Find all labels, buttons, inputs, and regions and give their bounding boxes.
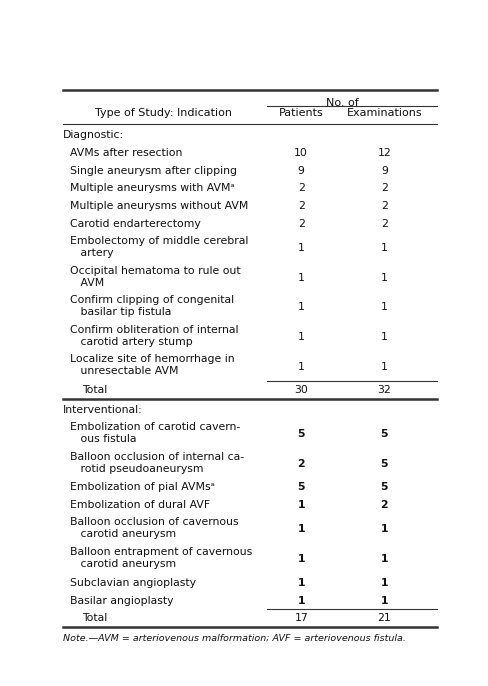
Text: 30: 30 bbox=[294, 386, 308, 395]
Text: 1: 1 bbox=[381, 554, 388, 564]
Text: Diagnostic:: Diagnostic: bbox=[63, 130, 124, 140]
Text: Patients: Patients bbox=[279, 108, 324, 118]
Text: Embolectomy of middle cerebral
   artery: Embolectomy of middle cerebral artery bbox=[70, 236, 249, 258]
Text: Confirm obliteration of internal
   carotid artery stump: Confirm obliteration of internal carotid… bbox=[70, 324, 239, 346]
Text: Total: Total bbox=[82, 613, 107, 624]
Text: 5: 5 bbox=[381, 429, 388, 439]
Text: 21: 21 bbox=[378, 613, 391, 624]
Text: Note.—AVM = arteriovenous malformation; AVF = arteriovenous fistula.: Note.—AVM = arteriovenous malformation; … bbox=[63, 634, 406, 643]
Text: 1: 1 bbox=[381, 362, 388, 372]
Text: Interventional:: Interventional: bbox=[63, 405, 142, 415]
Text: Single aneurysm after clipping: Single aneurysm after clipping bbox=[70, 165, 238, 176]
Text: 10: 10 bbox=[294, 147, 308, 158]
Text: 1: 1 bbox=[381, 243, 388, 253]
Text: 1: 1 bbox=[381, 273, 388, 283]
Text: 9: 9 bbox=[381, 165, 388, 176]
Text: 2: 2 bbox=[298, 183, 305, 193]
Text: 2: 2 bbox=[298, 202, 305, 211]
Text: 1: 1 bbox=[297, 578, 305, 587]
Text: Examinations: Examinations bbox=[346, 108, 422, 118]
Text: 2: 2 bbox=[381, 220, 388, 229]
Text: 2: 2 bbox=[381, 202, 388, 211]
Text: 1: 1 bbox=[298, 332, 305, 342]
Text: 1: 1 bbox=[381, 332, 388, 342]
Text: 1: 1 bbox=[298, 243, 305, 253]
Text: 1: 1 bbox=[297, 595, 305, 606]
Text: Balloon occlusion of internal ca-
   rotid pseudoaneurysm: Balloon occlusion of internal ca- rotid … bbox=[70, 451, 244, 473]
Text: 32: 32 bbox=[378, 386, 391, 395]
Text: Occipital hematoma to rule out
   AVM: Occipital hematoma to rule out AVM bbox=[70, 265, 241, 287]
Text: Embolization of dural AVF: Embolization of dural AVF bbox=[70, 500, 211, 510]
Text: Embolization of carotid cavern-
   ous fistula: Embolization of carotid cavern- ous fist… bbox=[70, 422, 241, 444]
Text: Multiple aneurysms with AVMᵃ: Multiple aneurysms with AVMᵃ bbox=[70, 183, 235, 193]
Text: Subclavian angioplasty: Subclavian angioplasty bbox=[70, 578, 197, 587]
Text: 2: 2 bbox=[381, 500, 388, 510]
Text: 12: 12 bbox=[378, 147, 391, 158]
Text: 1: 1 bbox=[297, 524, 305, 534]
Text: 1: 1 bbox=[298, 273, 305, 283]
Text: 5: 5 bbox=[381, 482, 388, 493]
Text: 5: 5 bbox=[381, 459, 388, 469]
Text: 1: 1 bbox=[381, 524, 388, 534]
Text: Carotid endarterectomy: Carotid endarterectomy bbox=[70, 220, 201, 229]
Text: 2: 2 bbox=[297, 459, 305, 469]
Text: 1: 1 bbox=[298, 362, 305, 372]
Text: Balloon entrapment of cavernous
   carotid aneurysm: Balloon entrapment of cavernous carotid … bbox=[70, 547, 253, 569]
Text: Type of Study: Indication: Type of Study: Indication bbox=[95, 108, 232, 118]
Text: AVMs after resection: AVMs after resection bbox=[70, 147, 183, 158]
Text: Multiple aneurysms without AVM: Multiple aneurysms without AVM bbox=[70, 202, 249, 211]
Text: 5: 5 bbox=[297, 482, 305, 493]
Text: Confirm clipping of congenital
   basilar tip fistula: Confirm clipping of congenital basilar t… bbox=[70, 295, 235, 317]
Text: 1: 1 bbox=[297, 554, 305, 564]
Text: Basilar angioplasty: Basilar angioplasty bbox=[70, 595, 174, 606]
Text: 2: 2 bbox=[298, 220, 305, 229]
Text: 1: 1 bbox=[297, 500, 305, 510]
Text: 5: 5 bbox=[297, 429, 305, 439]
Text: 1: 1 bbox=[381, 595, 388, 606]
Text: Total: Total bbox=[82, 386, 107, 395]
Text: Localize site of hemorrhage in
   unresectable AVM: Localize site of hemorrhage in unresecta… bbox=[70, 355, 235, 377]
Text: 9: 9 bbox=[298, 165, 305, 176]
Text: 2: 2 bbox=[381, 183, 388, 193]
Text: 1: 1 bbox=[298, 303, 305, 312]
Text: Balloon occlusion of cavernous
   carotid aneurysm: Balloon occlusion of cavernous carotid a… bbox=[70, 517, 239, 539]
Text: 1: 1 bbox=[381, 578, 388, 587]
Text: Embolization of pial AVMsᵃ: Embolization of pial AVMsᵃ bbox=[70, 482, 215, 493]
Text: No. of: No. of bbox=[326, 97, 359, 108]
Text: 1: 1 bbox=[381, 303, 388, 312]
Text: 17: 17 bbox=[294, 613, 308, 624]
